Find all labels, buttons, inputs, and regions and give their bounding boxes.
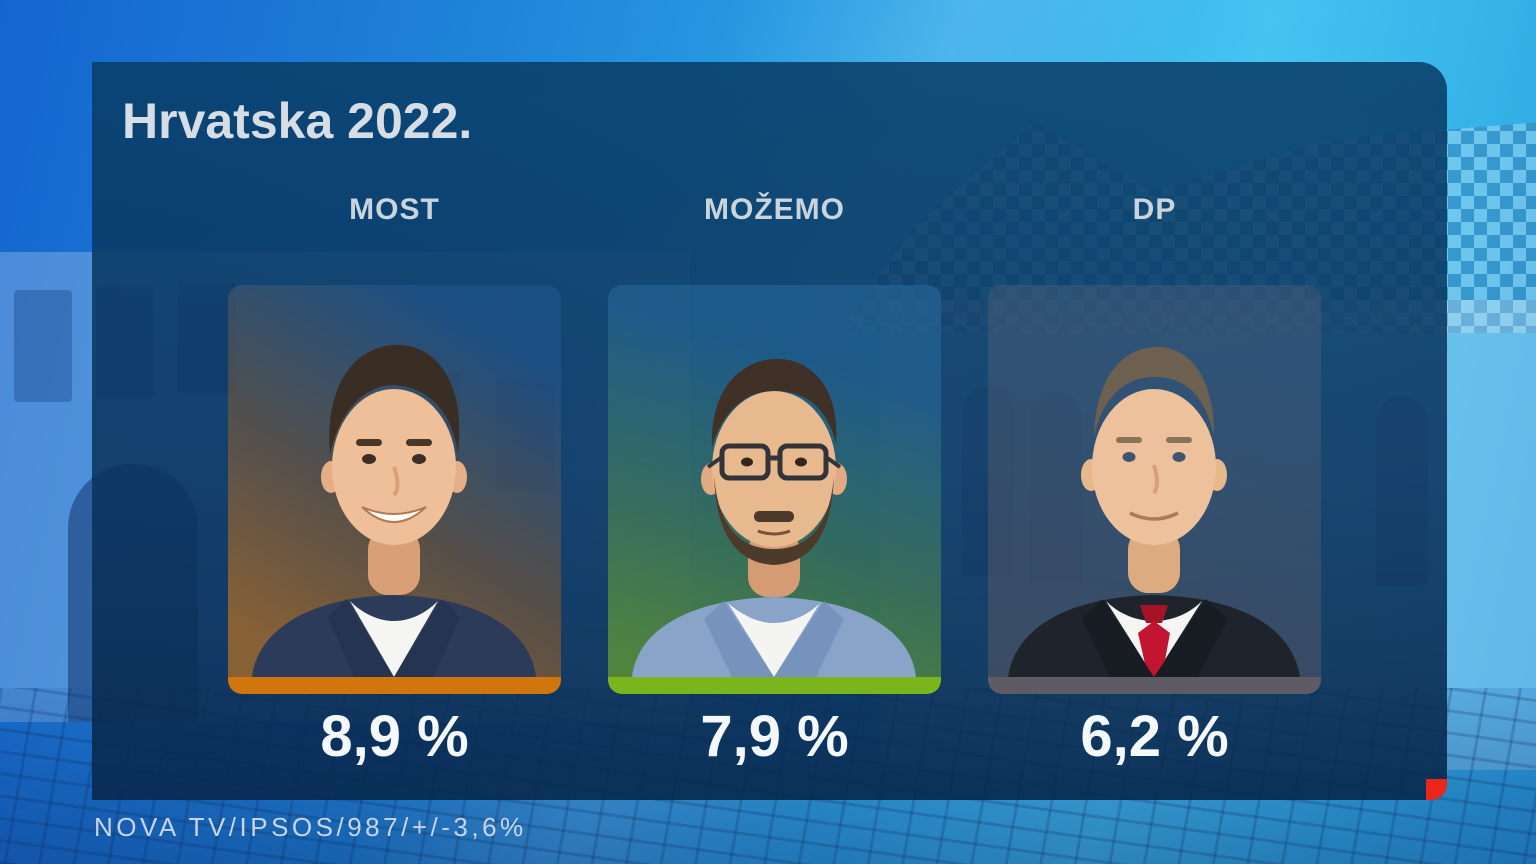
party-color-bar bbox=[988, 677, 1321, 694]
candidate-card bbox=[228, 285, 561, 694]
party-percentage: 8,9 % bbox=[320, 704, 469, 769]
candidate-photo bbox=[632, 358, 916, 677]
party-column-most: MOST 8,9 % bbox=[228, 193, 561, 769]
candidate-card bbox=[988, 285, 1321, 694]
party-column-dp: DP 6,2 % bbox=[988, 193, 1321, 769]
red-corner-accent bbox=[1426, 779, 1447, 800]
party-color-bar bbox=[228, 677, 561, 694]
page-title: Hrvatska 2022. bbox=[122, 93, 473, 149]
party-column-mozemo: MOŽEMO bbox=[608, 193, 941, 769]
party-name-label: DP bbox=[1132, 193, 1177, 226]
party-percentage: 7,9 % bbox=[700, 704, 849, 769]
window-shape bbox=[14, 290, 72, 402]
party-color-bar bbox=[608, 677, 941, 694]
party-name-label: MOST bbox=[349, 193, 440, 226]
source-attribution: NOVA TV/IPSOS/987/+/-3,6% bbox=[94, 812, 527, 842]
candidate-photo bbox=[252, 344, 536, 677]
party-name-label: MOŽEMO bbox=[704, 193, 845, 226]
candidate-photo bbox=[1008, 346, 1300, 677]
candidate-card bbox=[608, 285, 941, 694]
party-percentage: 6,2 % bbox=[1080, 704, 1229, 769]
broadcast-panel: Hrvatska 2022. MOST bbox=[92, 62, 1447, 800]
